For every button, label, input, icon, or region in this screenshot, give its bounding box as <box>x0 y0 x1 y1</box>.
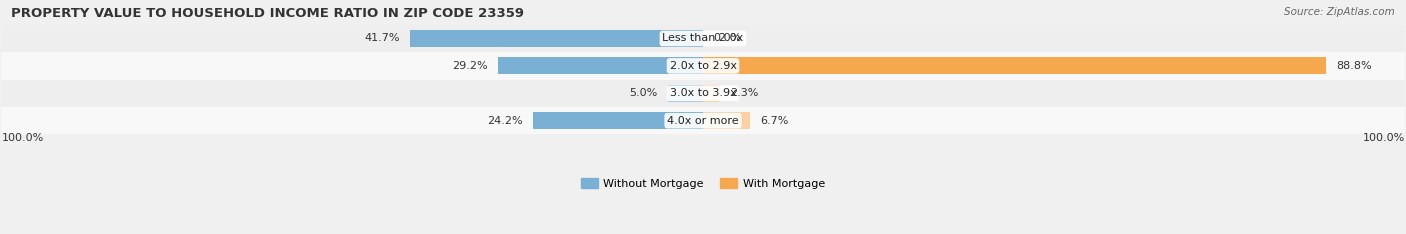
Text: 100.0%: 100.0% <box>1 133 44 143</box>
Text: 3.0x to 3.9x: 3.0x to 3.9x <box>669 88 737 98</box>
Text: 88.8%: 88.8% <box>1337 61 1372 71</box>
Text: PROPERTY VALUE TO HOUSEHOLD INCOME RATIO IN ZIP CODE 23359: PROPERTY VALUE TO HOUSEHOLD INCOME RATIO… <box>11 7 524 20</box>
Text: 29.2%: 29.2% <box>451 61 488 71</box>
Bar <box>703 57 1326 74</box>
Text: Less than 2.0x: Less than 2.0x <box>662 33 744 44</box>
Bar <box>1 25 1405 52</box>
Text: 0.0%: 0.0% <box>713 33 742 44</box>
Text: Source: ZipAtlas.com: Source: ZipAtlas.com <box>1284 7 1395 17</box>
Bar <box>1 107 1405 134</box>
Text: 4.0x or more: 4.0x or more <box>668 116 738 126</box>
Text: 24.2%: 24.2% <box>486 116 523 126</box>
Text: 100.0%: 100.0% <box>1362 133 1405 143</box>
Text: 41.7%: 41.7% <box>364 33 399 44</box>
Bar <box>703 112 749 129</box>
Bar <box>498 57 703 74</box>
Bar <box>1 52 1405 80</box>
Text: 2.3%: 2.3% <box>730 88 758 98</box>
Bar <box>668 85 703 102</box>
Text: 2.0x to 2.9x: 2.0x to 2.9x <box>669 61 737 71</box>
Legend: Without Mortgage, With Mortgage: Without Mortgage, With Mortgage <box>581 178 825 189</box>
Bar <box>411 30 703 47</box>
Text: 6.7%: 6.7% <box>761 116 789 126</box>
Text: 5.0%: 5.0% <box>628 88 658 98</box>
Bar <box>1 80 1405 107</box>
Bar <box>533 112 703 129</box>
Bar <box>703 85 718 102</box>
